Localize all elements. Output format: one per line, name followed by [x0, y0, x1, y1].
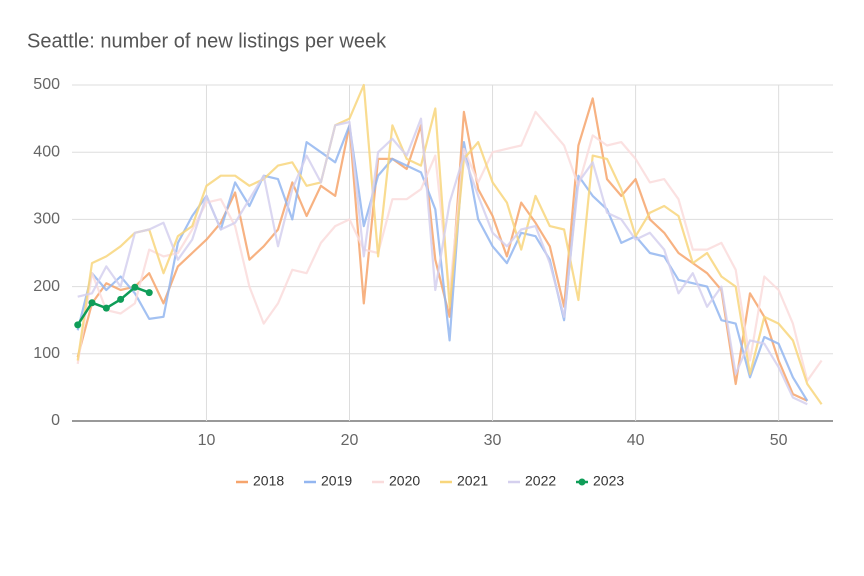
- chart-title: Seattle: number of new listings per week: [27, 30, 387, 52]
- series-line: [76, 124, 809, 402]
- x-tick-label: 20: [341, 432, 359, 449]
- y-tick-label: 400: [33, 143, 60, 160]
- series-line: [77, 117, 808, 406]
- y-tick-label: 0: [51, 412, 60, 429]
- y-tick-label: 500: [33, 76, 60, 93]
- data-point: [145, 289, 153, 297]
- y-tick-label: 200: [33, 278, 60, 295]
- y-tick-label: 100: [33, 345, 60, 362]
- legend-label: 2019: [321, 473, 352, 489]
- legend-label: 2022: [525, 473, 556, 489]
- data-point: [74, 321, 82, 329]
- data-point: [131, 283, 139, 291]
- legend-label: 2020: [389, 473, 420, 489]
- data-point: [102, 304, 110, 312]
- series-line: [76, 83, 823, 405]
- legend-label: 2018: [253, 473, 284, 489]
- x-tick-label: 50: [770, 432, 788, 449]
- data-point: [117, 295, 125, 303]
- legend-marker: [578, 478, 586, 486]
- data-point: [88, 299, 96, 307]
- y-tick-label: 300: [33, 211, 60, 228]
- legend-label: 2021: [457, 473, 488, 489]
- x-tick-label: 10: [198, 432, 216, 449]
- x-tick-label: 30: [484, 432, 502, 449]
- legend-label: 2023: [593, 473, 624, 489]
- series-line: [76, 97, 808, 402]
- x-tick-label: 40: [627, 432, 645, 449]
